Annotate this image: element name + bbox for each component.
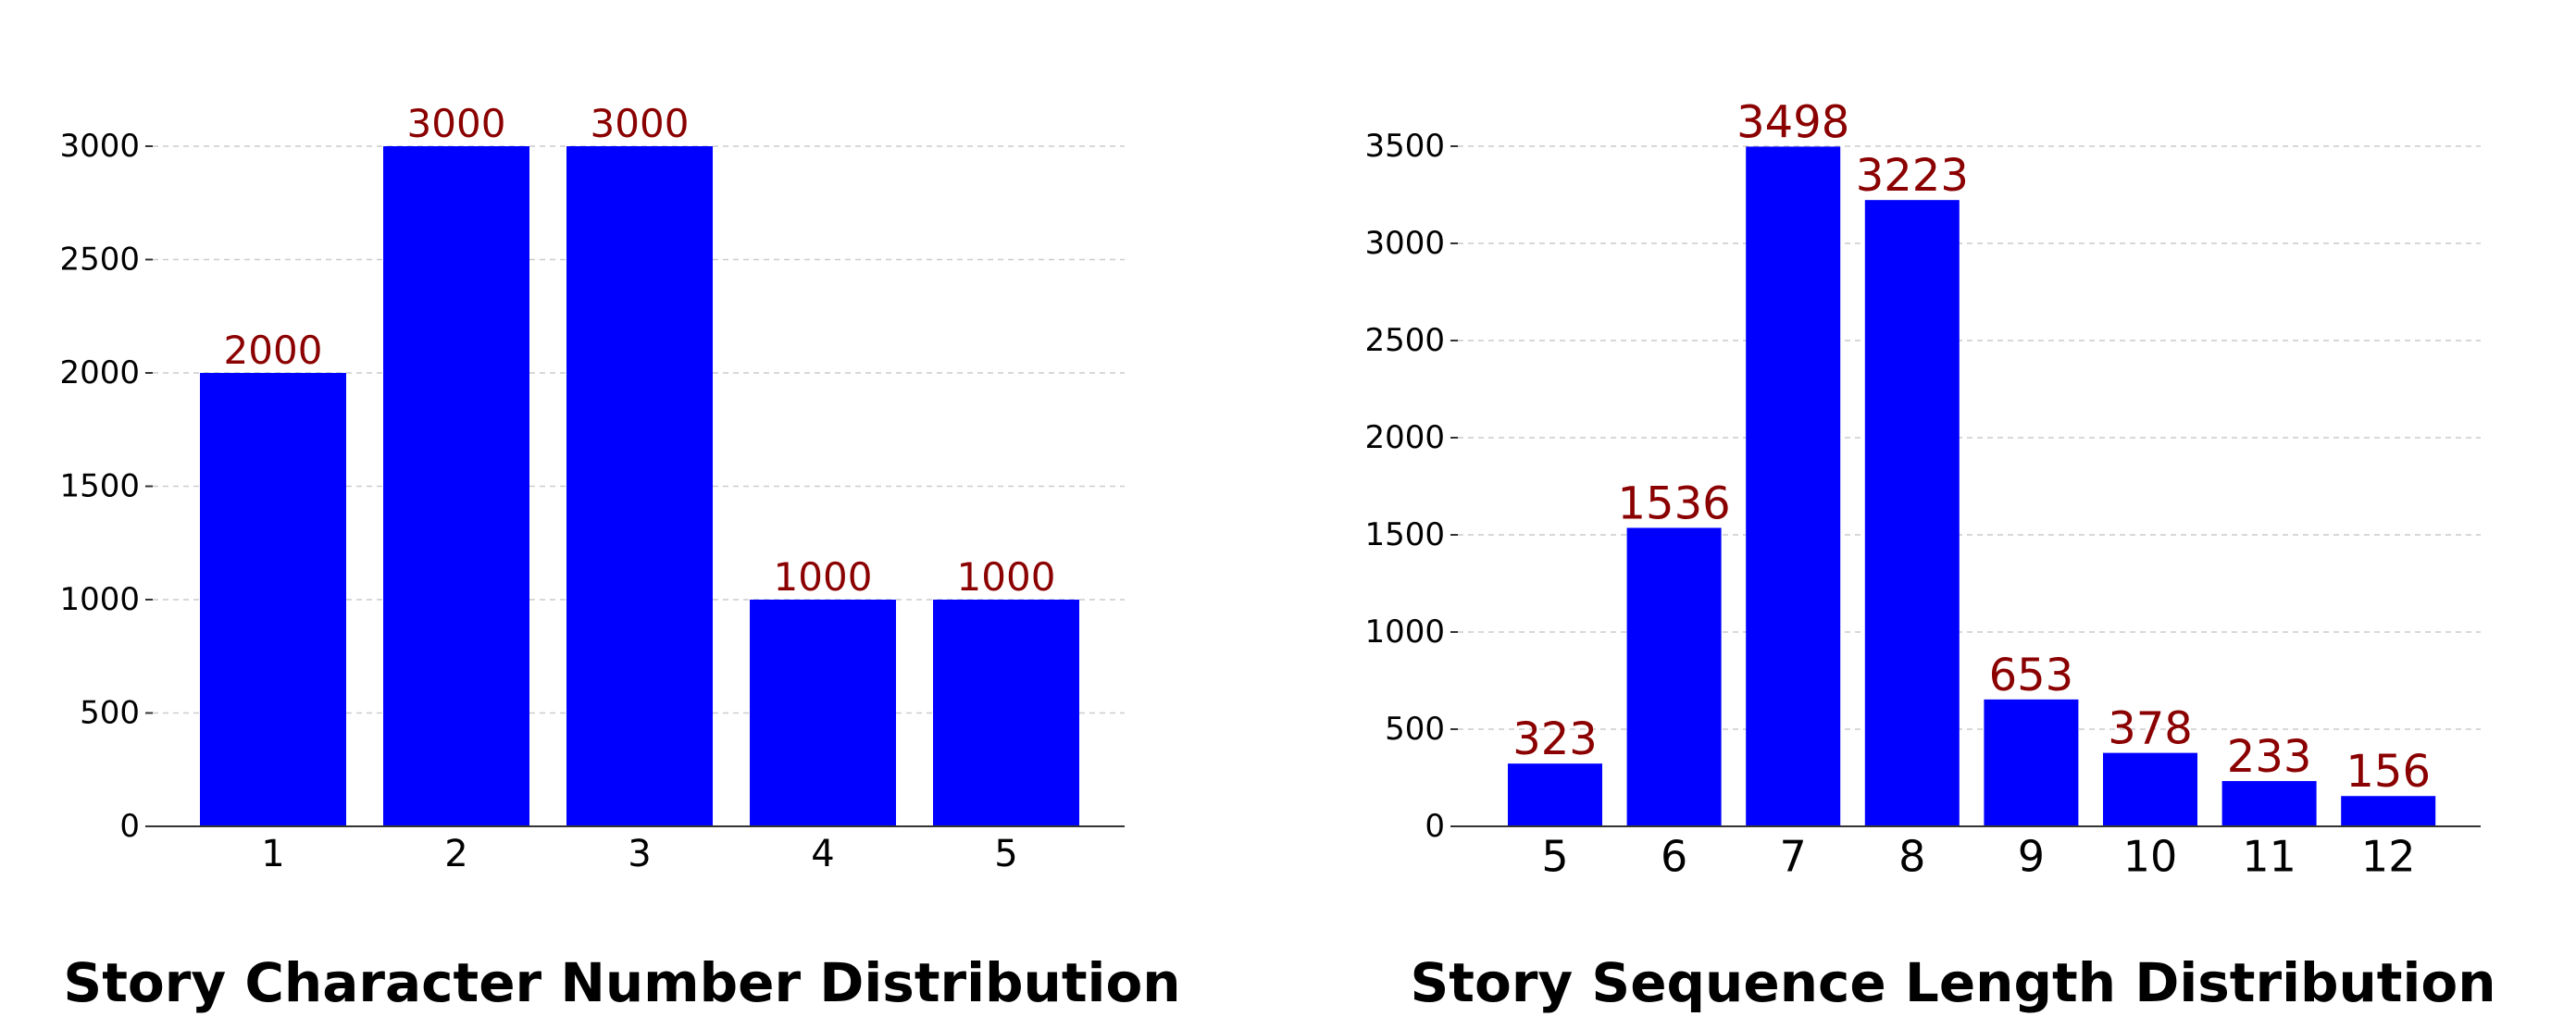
bar bbox=[383, 146, 529, 826]
data-label: 1000 bbox=[774, 554, 873, 600]
x-tick-label: 12 bbox=[2361, 831, 2416, 881]
y-tick-label: 3500 bbox=[1364, 128, 1445, 165]
data-label: 3000 bbox=[591, 101, 690, 146]
data-label: 323 bbox=[1512, 713, 1598, 765]
y-tick-label: 1000 bbox=[1364, 614, 1445, 651]
x-tick-label: 2 bbox=[444, 833, 467, 875]
bar bbox=[2103, 752, 2197, 826]
x-tick-label: 4 bbox=[811, 833, 834, 875]
data-label: 3498 bbox=[1736, 96, 1849, 148]
data-label: 1000 bbox=[957, 554, 1056, 600]
y-tick-label: 500 bbox=[80, 695, 140, 732]
chart-sequence-length: 0 500 1000 1500 2000 2500 3000 3500 323 5 1536 6 349… bbox=[1364, 96, 2495, 1014]
y-tick-label: 0 bbox=[1425, 808, 1445, 845]
bar bbox=[1626, 527, 1722, 826]
x-tick-label: 10 bbox=[2123, 831, 2178, 881]
data-label: 2000 bbox=[224, 328, 323, 373]
bar bbox=[1864, 200, 1960, 827]
x-tick-label: 7 bbox=[1780, 831, 1807, 881]
y-tick-label: 2000 bbox=[59, 354, 140, 391]
bar bbox=[933, 600, 1079, 826]
data-label: 233 bbox=[2227, 731, 2312, 783]
chart-title: Story Character Number Distribution bbox=[63, 951, 1180, 1014]
y-tick-label: 2500 bbox=[1364, 322, 1445, 359]
x-tick-label: 5 bbox=[994, 833, 1017, 875]
x-tick-label: 5 bbox=[1541, 831, 1568, 881]
x-tick-label: 6 bbox=[1661, 831, 1687, 881]
bar bbox=[750, 600, 896, 826]
chart-title: Story Sequence Length Distribution bbox=[1410, 951, 2495, 1014]
y-tick-label: 2000 bbox=[1364, 419, 1445, 456]
bar bbox=[1746, 146, 1841, 827]
data-label: 378 bbox=[2108, 703, 2193, 755]
x-tick-label: 9 bbox=[2018, 831, 2045, 881]
data-label: 3223 bbox=[1856, 150, 1969, 202]
data-label: 156 bbox=[2346, 746, 2431, 798]
y-tick-label: 1500 bbox=[1364, 516, 1445, 553]
y-tick-label: 1500 bbox=[59, 468, 140, 505]
x-tick-label: 1 bbox=[261, 833, 284, 875]
bar bbox=[1508, 763, 1602, 826]
y-tick-label: 2500 bbox=[59, 242, 140, 279]
bar bbox=[200, 373, 346, 826]
x-tick-label: 3 bbox=[628, 833, 651, 875]
y-tick-label: 0 bbox=[119, 808, 140, 845]
bar bbox=[2341, 796, 2436, 826]
x-tick-label: 8 bbox=[1898, 831, 1925, 881]
y-tick-label: 1000 bbox=[59, 581, 140, 618]
data-label: 1536 bbox=[1618, 477, 1731, 529]
y-tick-label: 3000 bbox=[1364, 225, 1445, 262]
y-tick-label: 500 bbox=[1385, 711, 1445, 748]
data-label: 3000 bbox=[407, 101, 506, 146]
bar bbox=[566, 146, 713, 826]
data-label: 653 bbox=[1989, 650, 2074, 701]
y-tick-label: 3000 bbox=[59, 128, 140, 165]
bar bbox=[2221, 781, 2317, 826]
chart-character-number: 0 500 1000 1500 2000 2500 3000 2000 1 3000 2 3000 3 1… bbox=[59, 101, 1180, 1014]
bar bbox=[1984, 699, 2079, 826]
x-tick-label: 11 bbox=[2242, 831, 2296, 881]
